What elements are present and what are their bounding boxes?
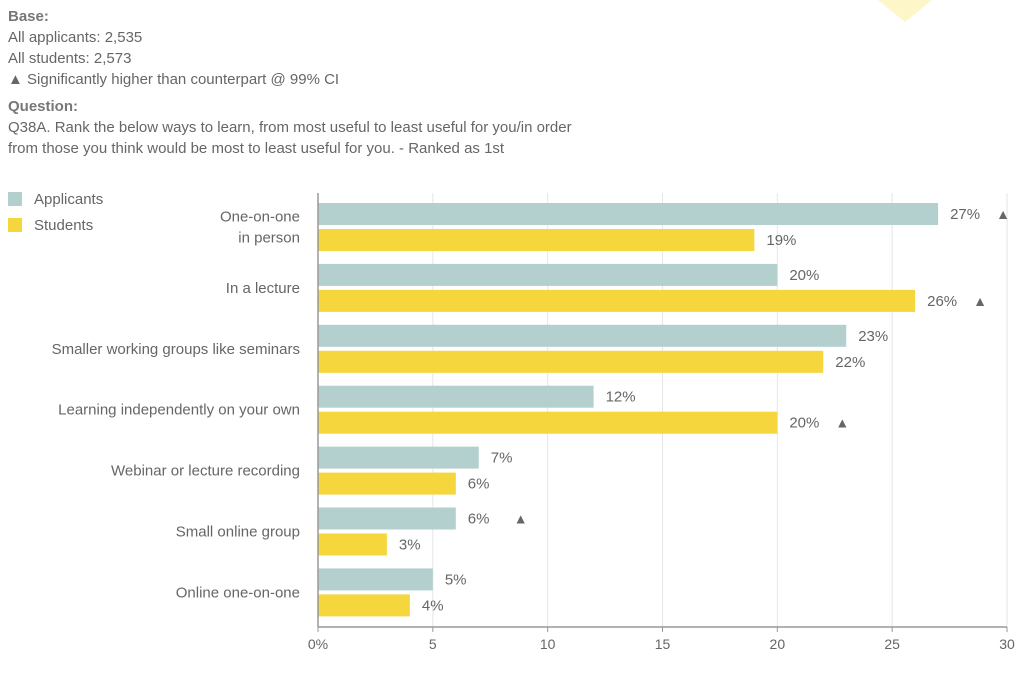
value-label-applicants-6: 5% — [445, 571, 467, 588]
category-label-6: Online one-on-one — [176, 584, 300, 601]
significance-marker-applicants-5: ▲ — [514, 511, 528, 527]
value-label-students-3: 20% — [789, 415, 819, 432]
bar-applicants-1 — [318, 263, 778, 286]
category-label-5: Small online group — [176, 524, 300, 541]
base-line-applicants: All applicants: 2,535 — [8, 29, 143, 46]
significance-marker-applicants-0: ▲ — [996, 206, 1010, 222]
category-label-1: In a lecture — [226, 280, 300, 297]
category-label-0-line-0: One-on-one — [220, 209, 300, 226]
significance-note: ▲ Significantly higher than counterpart … — [8, 71, 340, 88]
bar-applicants-0 — [318, 203, 939, 225]
base-line-students: All students: 2,573 — [8, 50, 132, 67]
value-label-students-4: 6% — [468, 476, 490, 493]
bar-students-3 — [318, 411, 778, 434]
legend-item-applicants: Applicants — [8, 186, 103, 212]
legend-swatch-applicants — [8, 192, 22, 206]
category-label-3: Learning independently on your own — [58, 402, 300, 419]
bar-applicants-6 — [318, 568, 433, 591]
bar-applicants-4 — [318, 446, 479, 469]
value-label-students-2: 22% — [835, 354, 865, 371]
value-label-applicants-1: 20% — [789, 267, 819, 284]
base-heading: Base: — [8, 8, 49, 25]
bar-applicants-5 — [318, 507, 456, 530]
chart-legend: Applicants Students — [8, 186, 103, 238]
bar-students-6 — [318, 594, 410, 617]
corner-decoration — [878, 0, 932, 22]
category-label-2: Smaller working groups like seminars — [52, 341, 300, 358]
value-label-students-1: 26% — [927, 293, 957, 310]
chart-notes: Base: All applicants: 2,535 All students… — [8, 6, 572, 159]
legend-item-students: Students — [8, 212, 103, 238]
bar-students-0 — [318, 229, 755, 251]
bar-students-1 — [318, 289, 916, 312]
value-label-students-5: 3% — [399, 537, 421, 554]
bar-students-5 — [318, 533, 387, 556]
x-tick-label-15: 15 — [655, 636, 671, 652]
bar-applicants-2 — [318, 324, 847, 347]
value-label-students-0: 19% — [766, 232, 796, 249]
bar-applicants-3 — [318, 385, 594, 408]
question-line-2: from those you think would be most to le… — [8, 140, 505, 157]
legend-label-applicants: Applicants — [34, 190, 104, 208]
category-label-0-line-1: in person — [238, 230, 300, 247]
x-tick-label-20: 20 — [770, 636, 786, 652]
value-label-applicants-4: 7% — [491, 450, 513, 467]
bar-students-4 — [318, 472, 456, 495]
x-tick-label-10: 10 — [540, 636, 556, 652]
value-label-applicants-0: 27% — [950, 206, 980, 223]
legend-swatch-students — [8, 218, 22, 232]
value-label-students-6: 4% — [422, 597, 444, 614]
x-tick-label-0: 0% — [308, 636, 328, 652]
x-tick-label-25: 25 — [884, 636, 900, 652]
x-tick-label-30: 30 — [999, 636, 1015, 652]
value-label-applicants-2: 23% — [858, 328, 888, 345]
value-label-applicants-3: 12% — [606, 389, 636, 406]
x-tick-label-5: 5 — [429, 636, 437, 652]
legend-label-students: Students — [34, 216, 94, 234]
bar-students-2 — [318, 350, 824, 373]
significance-marker-students-1: ▲ — [973, 293, 987, 309]
value-label-applicants-5: 6% — [468, 511, 490, 528]
question-heading: Question: — [8, 98, 78, 115]
category-label-4: Webinar or lecture recording — [111, 463, 300, 480]
question-line-1: Q38A. Rank the below ways to learn, from… — [8, 119, 572, 136]
significance-marker-students-3: ▲ — [835, 415, 849, 431]
